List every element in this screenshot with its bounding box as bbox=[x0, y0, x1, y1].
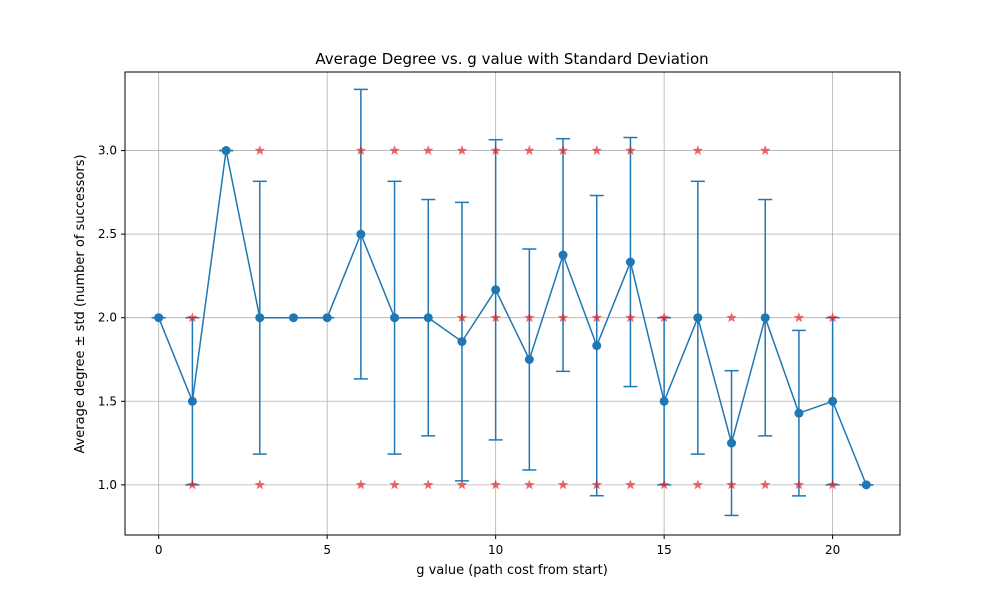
sample-star bbox=[591, 479, 602, 490]
sample-star bbox=[490, 312, 501, 323]
sample-star bbox=[658, 479, 670, 490]
sample-star bbox=[456, 479, 468, 490]
mean-point bbox=[356, 229, 366, 239]
sample-star bbox=[827, 479, 838, 490]
sample-star bbox=[591, 145, 602, 156]
sample-star bbox=[591, 312, 602, 323]
sample-star bbox=[625, 145, 636, 156]
mean-point bbox=[625, 257, 635, 267]
mean-point bbox=[322, 313, 332, 323]
mean-point bbox=[154, 313, 164, 323]
mean-point bbox=[659, 396, 669, 406]
mean-point bbox=[727, 438, 737, 448]
sample-star bbox=[456, 145, 468, 156]
sample-star bbox=[456, 312, 468, 323]
mean-point bbox=[288, 313, 298, 323]
axis-ticks: 0 5 10 15 20 1.0 1.5 2.0 2.5 3.0 bbox=[98, 144, 840, 557]
sample-star bbox=[625, 312, 636, 323]
sample-star bbox=[759, 479, 771, 490]
mean-point bbox=[693, 313, 703, 323]
sample-star bbox=[625, 479, 636, 490]
sample-star bbox=[557, 312, 569, 323]
x-tick-label: 10 bbox=[488, 543, 503, 557]
mean-point bbox=[390, 313, 400, 323]
mean-point bbox=[558, 250, 568, 260]
sample-star bbox=[490, 479, 501, 490]
sample-star bbox=[793, 479, 805, 490]
x-tick-label: 0 bbox=[155, 543, 163, 557]
mean-point bbox=[423, 313, 433, 323]
mean-points bbox=[154, 146, 871, 490]
x-tick-label: 5 bbox=[323, 543, 331, 557]
sample-star bbox=[355, 479, 367, 490]
sample-star bbox=[726, 312, 737, 323]
sample-star bbox=[254, 145, 266, 156]
sample-star bbox=[524, 145, 535, 156]
sample-star bbox=[692, 479, 704, 490]
x-axis-label: g value (path cost from start) bbox=[416, 563, 608, 578]
y-tick-label: 1.5 bbox=[98, 394, 117, 408]
mean-point bbox=[794, 408, 804, 418]
mean-point bbox=[255, 313, 265, 323]
sample-star bbox=[254, 479, 266, 490]
sample-star bbox=[187, 479, 198, 490]
sample-star bbox=[524, 479, 535, 490]
sample-star bbox=[759, 145, 771, 156]
sample-star bbox=[827, 312, 838, 323]
sample-star bbox=[658, 312, 670, 323]
sample-star bbox=[692, 145, 704, 156]
sample-star bbox=[557, 145, 569, 156]
sample-star bbox=[726, 479, 737, 490]
mean-point bbox=[491, 285, 501, 295]
sample-star bbox=[355, 145, 367, 156]
mean-point bbox=[592, 341, 602, 351]
mean-point bbox=[524, 354, 534, 364]
mean-point bbox=[221, 146, 231, 156]
y-tick-label: 3.0 bbox=[98, 144, 117, 158]
mean-point bbox=[861, 480, 871, 490]
y-tick-label: 1.0 bbox=[98, 478, 117, 492]
sample-star bbox=[490, 145, 501, 156]
mean-point bbox=[828, 396, 838, 406]
sample-star bbox=[557, 479, 569, 490]
x-tick-label: 20 bbox=[825, 543, 840, 557]
sample-star bbox=[423, 145, 434, 156]
y-tick-label: 2.5 bbox=[98, 227, 117, 241]
sample-star bbox=[389, 145, 400, 156]
x-tick-label: 15 bbox=[656, 543, 671, 557]
mean-point bbox=[187, 396, 197, 406]
chart-title: Average Degree vs. g value with Standard… bbox=[315, 50, 708, 68]
sample-star bbox=[187, 312, 198, 323]
sample-star bbox=[793, 312, 805, 323]
mean-line-layer bbox=[158, 150, 867, 486]
mean-point bbox=[760, 313, 770, 323]
sample-star bbox=[524, 312, 535, 323]
sample-star bbox=[423, 479, 434, 490]
mean-degree-line bbox=[158, 150, 867, 486]
sample-star bbox=[389, 479, 400, 490]
sample-stars bbox=[187, 145, 838, 490]
y-tick-label: 2.0 bbox=[98, 311, 117, 325]
mean-point bbox=[457, 337, 467, 347]
y-axis-label: Average degree ± std (number of successo… bbox=[73, 154, 88, 453]
plot-frame bbox=[124, 71, 901, 536]
